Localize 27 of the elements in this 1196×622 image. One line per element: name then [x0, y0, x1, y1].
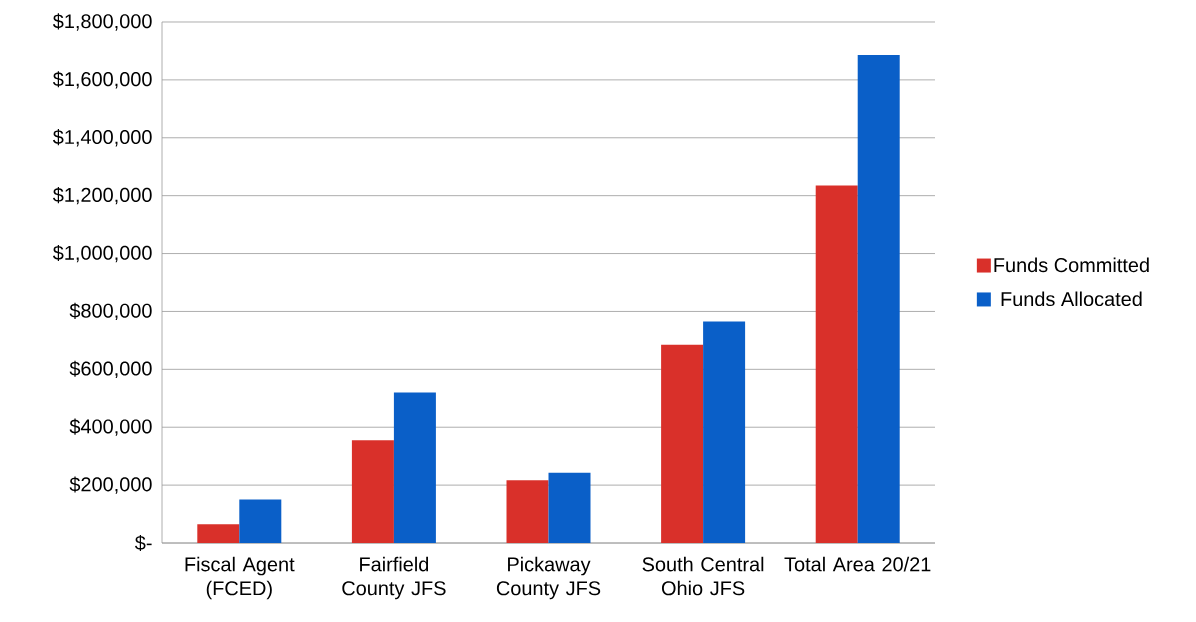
bar [239, 499, 282, 543]
y-tick-label: $1,200,000 [52, 187, 152, 205]
legend-label: Funds Committed [994, 257, 1149, 273]
x-tick-label: Fairfield County JFS [342, 556, 446, 600]
x-tick-label: Fiscal Agent (FCED) [185, 556, 295, 600]
y-tick-label: $800,000 [69, 302, 152, 321]
bar [703, 321, 746, 543]
bar [197, 524, 240, 543]
bar [351, 440, 394, 543]
y-tick-label: $- [134, 534, 152, 552]
legend-label: Funds Allocated [1001, 291, 1142, 307]
y-tick-label: $1,600,000 [52, 71, 152, 89]
bar [815, 185, 858, 543]
bar [548, 472, 591, 543]
y-tick-label: $200,000 [69, 476, 152, 494]
bar [857, 54, 900, 543]
y-tick-label: $1,800,000 [52, 13, 152, 31]
y-tick-label: $600,000 [69, 360, 152, 378]
y-tick-label: $1,400,000 [52, 129, 152, 147]
x-tick-label: Pickaway County JFS [496, 556, 601, 600]
y-tick-label: $400,000 [69, 418, 152, 436]
y-tick-label: $1,000,000 [52, 244, 152, 263]
bar [661, 344, 704, 543]
x-tick-label: South Central Ohio JFS [642, 556, 764, 596]
x-tick-label: Total Area 20/21 [784, 556, 931, 572]
bar [393, 392, 436, 543]
bar [506, 480, 549, 543]
